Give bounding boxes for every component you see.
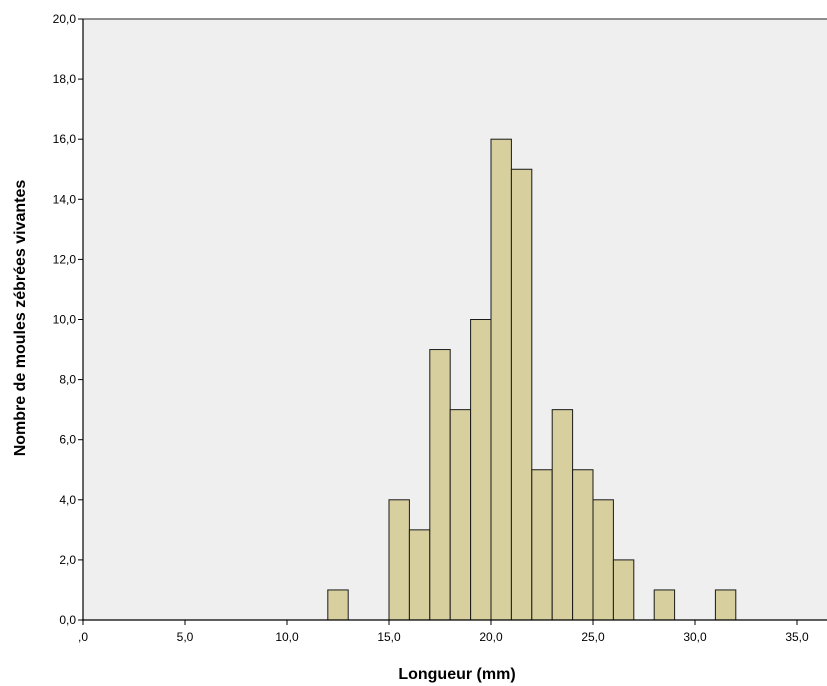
histogram-bar <box>612 559 635 621</box>
bars-group <box>327 138 737 621</box>
x-tick-label: 5,0 <box>177 630 194 644</box>
x-tick-label: 10,0 <box>275 630 299 644</box>
histogram-bar <box>408 529 431 621</box>
y-tick-label: 2,0 <box>59 553 76 567</box>
x-ticks-group: ,0 5,0 10,0 15,0 20,0 25,0 30,0 35,0 <box>78 620 809 644</box>
histogram-bar <box>327 589 349 621</box>
x-tick-label: 30,0 <box>683 630 707 644</box>
histogram-bar <box>388 499 410 621</box>
histogram-bar <box>714 589 737 621</box>
y-tick-label: 12,0 <box>53 252 77 266</box>
histogram-bar <box>449 409 472 621</box>
histogram-bar <box>490 138 512 621</box>
y-axis-title: Nombre de moules zébrées vivantes <box>12 180 29 457</box>
y-tick-label: 18,0 <box>53 72 77 86</box>
histogram-bar <box>653 589 676 621</box>
y-tick-label: 8,0 <box>59 373 76 387</box>
x-tick-label: ,0 <box>78 630 88 644</box>
y-tick-label: 20,0 <box>53 12 77 26</box>
x-tick-label: 25,0 <box>581 630 605 644</box>
y-tick-label: 10,0 <box>53 313 77 327</box>
histogram-bar <box>572 469 594 621</box>
x-axis-title: Longueur (mm) <box>398 666 515 683</box>
y-tick-label: 14,0 <box>53 192 77 206</box>
y-tick-label: 16,0 <box>53 132 77 146</box>
x-tick-label: 20,0 <box>479 630 503 644</box>
y-tick-label: 0,0 <box>59 613 76 627</box>
histogram-bar <box>510 168 533 621</box>
histogram-bar <box>429 349 451 621</box>
y-tick-label: 6,0 <box>59 433 76 447</box>
histogram-bar <box>551 409 574 621</box>
x-tick-label: 15,0 <box>377 630 401 644</box>
y-ticks-group: 0,0 2,0 4,0 6,0 8,0 10,0 12,0 14,0 16,0 18,0 20,0 <box>53 12 83 627</box>
x-tick-label: 35,0 <box>785 630 809 644</box>
histogram-bar <box>470 319 492 621</box>
y-tick-label: 4,0 <box>59 493 76 507</box>
histogram-bar <box>531 469 553 621</box>
histogram-bar <box>592 499 614 621</box>
